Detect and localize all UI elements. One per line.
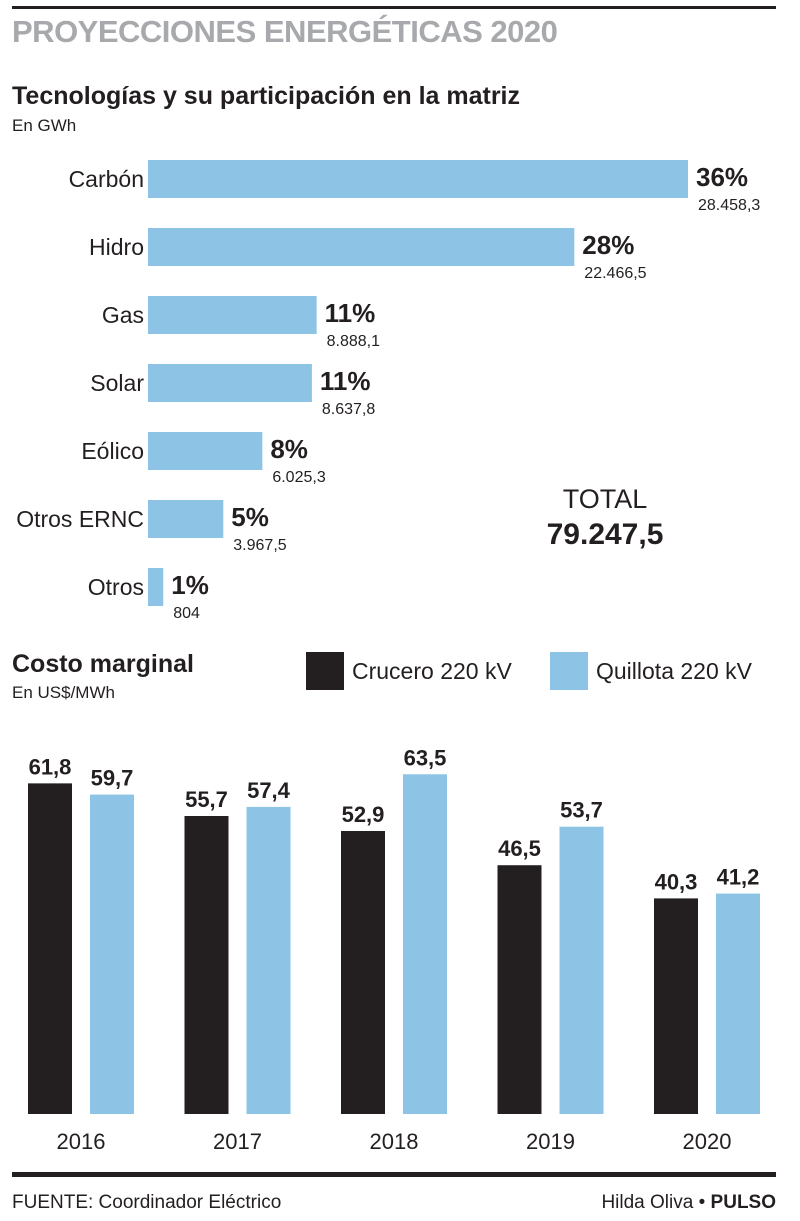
bar-s1-2016 xyxy=(90,794,134,1114)
category-label-matrix-1: Hidro xyxy=(89,234,144,260)
percent-label-matrix-3: 11% xyxy=(320,366,371,396)
legend-label-quillota: Quillota 220 kV xyxy=(596,657,752,684)
legend-item-quillota: Quillota 220 kV xyxy=(550,652,752,690)
x-tick-label-2016: 2016 xyxy=(57,1129,106,1154)
percent-label-matrix-6: 1% xyxy=(171,570,209,600)
bar-matrix-6 xyxy=(148,568,164,606)
category-label-matrix-3: Solar xyxy=(90,370,144,396)
bar-matrix-1 xyxy=(148,228,575,266)
legend-swatch-quillota xyxy=(550,652,588,690)
bar-s1-2017 xyxy=(246,806,291,1114)
footer-separator: • xyxy=(693,1192,711,1213)
x-tick-label-2020: 2020 xyxy=(683,1129,732,1154)
value-label-s1-2017: 57,4 xyxy=(247,778,291,803)
bar-matrix-4 xyxy=(148,432,263,470)
matrix-chart-subtitle: En GWh xyxy=(12,116,77,135)
value-label-s0-2020: 40,3 xyxy=(655,869,698,894)
category-label-matrix-0: Carbón xyxy=(69,166,144,192)
cost-bar-chart: 61,8 59,7 2016 55,7 57,4 2017 52,9 63,5 2018 46,5… xyxy=(28,745,760,1154)
value-label-s1-2020: 41,2 xyxy=(717,865,760,890)
x-tick-label-2018: 2018 xyxy=(370,1129,419,1154)
bar-s0-2017 xyxy=(184,816,229,1114)
cost-chart-title: Costo marginal xyxy=(12,650,194,678)
total-value: 79.247,5 xyxy=(546,518,664,551)
bar-s0-2019 xyxy=(497,865,542,1114)
value-label-matrix-1: 22.466,5 xyxy=(584,265,646,282)
legend-swatch-crucero xyxy=(306,652,344,690)
category-label-matrix-5: Otros ERNC xyxy=(16,506,144,532)
bottom-rule xyxy=(12,1172,776,1177)
value-label-s0-2016: 61,8 xyxy=(29,754,72,779)
bar-s1-2018 xyxy=(403,774,447,1114)
footer-brand: PULSO xyxy=(710,1192,776,1213)
percent-label-matrix-5: 5% xyxy=(231,502,269,532)
bar-matrix-2 xyxy=(148,296,317,334)
value-label-s1-2019: 53,7 xyxy=(560,798,603,823)
bar-s1-2019 xyxy=(559,826,604,1114)
category-label-matrix-4: Eólico xyxy=(81,438,144,464)
matrix-bar-chart: Carbón 36% 28.458,3 Hidro 28% 22.466,5 Gas 11% 8… xyxy=(16,160,760,622)
value-label-s0-2018: 52,9 xyxy=(342,802,385,827)
percent-label-matrix-4: 8% xyxy=(270,434,308,464)
value-label-matrix-0: 28.458,3 xyxy=(698,197,760,214)
value-label-s1-2018: 63,5 xyxy=(404,745,447,770)
bar-s1-2020 xyxy=(716,893,760,1114)
value-label-matrix-4: 6.025,3 xyxy=(272,469,325,486)
matrix-chart-title: Tecnologías y su participación en la mat… xyxy=(12,82,521,110)
value-label-matrix-2: 8.888,1 xyxy=(327,333,380,350)
value-label-s0-2017: 55,7 xyxy=(185,787,228,812)
percent-label-matrix-0: 36% xyxy=(696,162,748,192)
x-tick-label-2019: 2019 xyxy=(526,1129,575,1154)
legend-label-crucero: Crucero 220 kV xyxy=(352,657,512,684)
value-label-matrix-3: 8.637,8 xyxy=(322,401,375,418)
page-title: PROYECCIONES ENERGÉTICAS 2020 xyxy=(12,14,558,49)
bar-s0-2016 xyxy=(28,783,72,1114)
category-label-matrix-2: Gas xyxy=(102,302,144,328)
bar-matrix-3 xyxy=(148,364,312,402)
legend-item-crucero: Crucero 220 kV xyxy=(306,652,512,690)
bar-matrix-5 xyxy=(148,500,224,538)
value-label-s0-2019: 46,5 xyxy=(498,836,541,861)
value-label-matrix-6: 804 xyxy=(173,605,200,622)
bar-s0-2018 xyxy=(341,830,385,1114)
value-label-s1-2016: 59,7 xyxy=(91,766,134,791)
bar-s0-2020 xyxy=(654,898,698,1114)
footer-credit: Hilda Oliva • PULSO xyxy=(601,1192,776,1214)
x-tick-label-2017: 2017 xyxy=(213,1129,262,1154)
total-label: TOTAL xyxy=(562,484,648,514)
bar-matrix-0 xyxy=(148,160,688,198)
cost-chart-subtitle: En US$/MWh xyxy=(12,683,115,702)
percent-label-matrix-2: 11% xyxy=(325,298,376,328)
footer-source: FUENTE: Coordinador Eléctrico xyxy=(12,1192,282,1213)
top-rule xyxy=(12,6,776,9)
percent-label-matrix-1: 28% xyxy=(582,230,634,260)
value-label-matrix-5: 3.967,5 xyxy=(233,537,286,554)
footer-author: Hilda Oliva xyxy=(601,1192,694,1213)
category-label-matrix-6: Otros xyxy=(88,574,144,600)
